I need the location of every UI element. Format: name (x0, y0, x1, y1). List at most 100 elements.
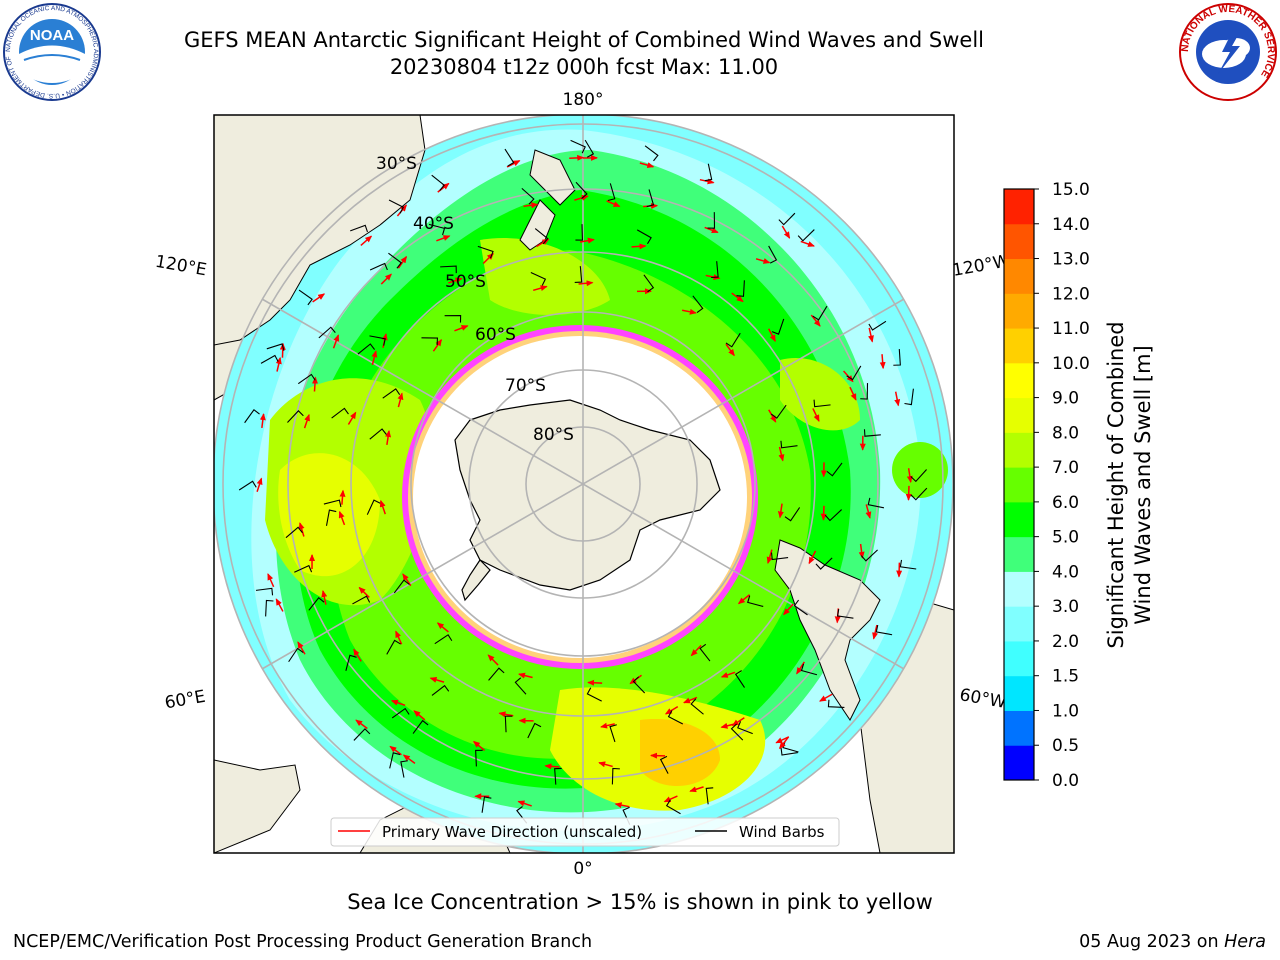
colorbar-label-line2: Wind Waves and Swell [m] (1131, 345, 1155, 625)
colorbar-segment (1004, 745, 1034, 781)
wind-barb (431, 174, 446, 191)
wind-barb (350, 224, 368, 233)
colorbar-tick-label: 8.0 (1052, 423, 1079, 443)
wind-barb (386, 639, 401, 655)
wind-barb (260, 354, 279, 364)
wave-direction-arrow (338, 510, 346, 526)
wave-direction-arrow (332, 334, 340, 349)
wave-direction-arrow (865, 504, 872, 519)
wind-barb (554, 767, 562, 785)
wave-direction-arrow (275, 598, 284, 612)
wave-direction-arrow (506, 160, 521, 168)
wind-barb (704, 163, 713, 182)
wind-barb (244, 408, 260, 424)
wave-direction-arrow (720, 722, 736, 729)
wind-barb (812, 305, 828, 321)
wind-barb (815, 557, 833, 570)
wind-barb (481, 796, 492, 813)
wind-barb (369, 335, 386, 346)
colorbar-segment (1004, 258, 1034, 294)
wind-barb (778, 212, 796, 226)
wind-barb (771, 318, 785, 335)
wind-barb (504, 715, 513, 733)
wind-barb (308, 596, 325, 611)
colorbar-border (1003, 188, 1035, 781)
wave-direction-arrow (298, 522, 305, 537)
lat-label-80s: 80°S (533, 425, 574, 445)
wind-barb (382, 388, 401, 399)
chart-subtitle: 20230804 t12z 000h fcst Max: 11.00 (389, 55, 779, 79)
colorbar-tick-label: 0.5 (1052, 736, 1079, 756)
wave-direction-arrow (533, 285, 548, 292)
wind-barb (488, 667, 505, 681)
colorbar-tick-label: 9.0 (1052, 389, 1079, 409)
colorbar-tick-label: 2.0 (1052, 632, 1079, 652)
wave-direction-arrow (810, 314, 821, 327)
lon-label-60w: 60°W (958, 685, 1008, 713)
wind-barb (521, 187, 535, 205)
colorbar-segment (1004, 223, 1034, 260)
colorbar-segment (1004, 675, 1034, 711)
lat-label-40s: 40°S (413, 214, 454, 234)
wind-barb (288, 647, 304, 663)
wind-barb (431, 684, 450, 696)
wave-direction-arrow (402, 754, 416, 764)
wind-barb (584, 139, 595, 158)
wave-direction-arrow (360, 235, 373, 246)
wave-direction-arrow (517, 800, 532, 807)
wind-barb (904, 388, 914, 406)
wave-direction-arrow (267, 573, 275, 588)
wind-barb (899, 559, 917, 570)
wind-barb (434, 634, 453, 645)
wave-direction-arrow (395, 630, 403, 645)
wind-barb (331, 407, 349, 419)
legend-barb-label: Wind Barbs (739, 823, 825, 841)
lon-label-120w: 120°W (951, 251, 1012, 281)
wave-direction-arrow (574, 194, 589, 201)
wave-direction-arrow (777, 503, 784, 519)
wave-direction-arrow (385, 430, 392, 445)
latitude-labels: 30°S 40°S 50°S 60°S 70°S 80°S (376, 154, 574, 445)
wind-barb (860, 549, 878, 562)
wave-direction-arrow (454, 325, 469, 332)
wave-direction-arrow (355, 719, 368, 730)
colorbar-tick-label: 15.0 (1052, 180, 1090, 200)
wind-barb (800, 663, 818, 676)
wind-barb (665, 799, 681, 815)
nws-logo: NATIONAL WEATHER SERVICE (1179, 3, 1277, 101)
lon-label-0: 0° (573, 859, 592, 879)
wind-barb (770, 404, 787, 419)
wave-direction-arrow (436, 235, 451, 242)
colorbar-tick-label: 6.0 (1052, 493, 1079, 513)
wave-direction-arrow (731, 292, 744, 303)
colorbar-segment (1004, 362, 1034, 399)
colorbar-segment (1004, 293, 1034, 329)
wave-direction-arrow (413, 710, 426, 721)
wave-direction-arrow (783, 603, 794, 616)
colorbar-tick-label: 10.0 (1052, 354, 1090, 374)
wave-direction-arrow (737, 594, 751, 605)
wind-barb (440, 265, 457, 274)
land-inside (214, 115, 881, 721)
wind-barb (725, 332, 741, 348)
wind-barb (352, 595, 371, 605)
wind-barb (294, 564, 313, 573)
wind-barb (366, 499, 381, 515)
wind-barb (527, 722, 542, 739)
wind-barb (867, 497, 885, 509)
colorbar-segment (1004, 432, 1034, 468)
wind-barb (643, 274, 655, 293)
lat-label-60s: 60°S (475, 325, 516, 345)
colorbar-tick-label: 13.0 (1052, 250, 1090, 270)
colorbar-segment (1004, 397, 1034, 433)
wave-direction-arrow (598, 761, 613, 768)
colorbar-tick-label: 7.0 (1052, 458, 1079, 478)
wind-barb (667, 710, 684, 725)
wind-barb (353, 728, 371, 741)
wave-direction-arrow (448, 277, 463, 284)
wind-barb (910, 487, 928, 501)
map-frame (213, 114, 955, 854)
wave-direction-arrow (379, 499, 386, 515)
wind-barb (389, 752, 401, 769)
wave-direction-arrow (312, 293, 326, 303)
